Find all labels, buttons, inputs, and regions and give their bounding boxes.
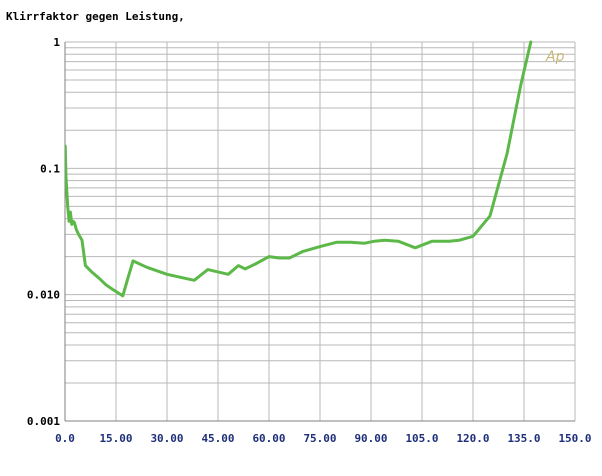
x-tick-label: 15.00 (99, 432, 132, 445)
x-tick-label: 60.00 (252, 432, 285, 445)
x-tick-label: 150.0 (558, 432, 591, 445)
x-tick-label: 75.00 (303, 432, 336, 445)
x-tick-label: 135.0 (507, 432, 540, 445)
x-tick-label: 45.00 (201, 432, 234, 445)
y-tick-label: 0.010 (27, 289, 60, 302)
tick-labels: 1 0.1 0.010 0.001 0.0 15.00 30.00 45.00 60.00 75.… (27, 36, 592, 445)
x-tick-label: 105.0 (405, 432, 438, 445)
grid (64, 41, 576, 422)
audio-precision-logo: Ap (545, 49, 565, 65)
x-tick-label: 120.0 (456, 432, 489, 445)
y-tick-label: 0.1 (40, 162, 60, 175)
x-tick-label: 30.00 (150, 432, 183, 445)
chart-title: Klirrfaktor gegen Leistung, (6, 10, 185, 23)
x-tick-label: 90.00 (354, 432, 387, 445)
series-line (65, 40, 533, 298)
y-tick-label: 1 (53, 36, 60, 49)
y-tick-label: 0.001 (27, 415, 60, 428)
series (65, 40, 533, 298)
x-tick-label: 0.0 (55, 432, 75, 445)
axes (64, 42, 575, 422)
